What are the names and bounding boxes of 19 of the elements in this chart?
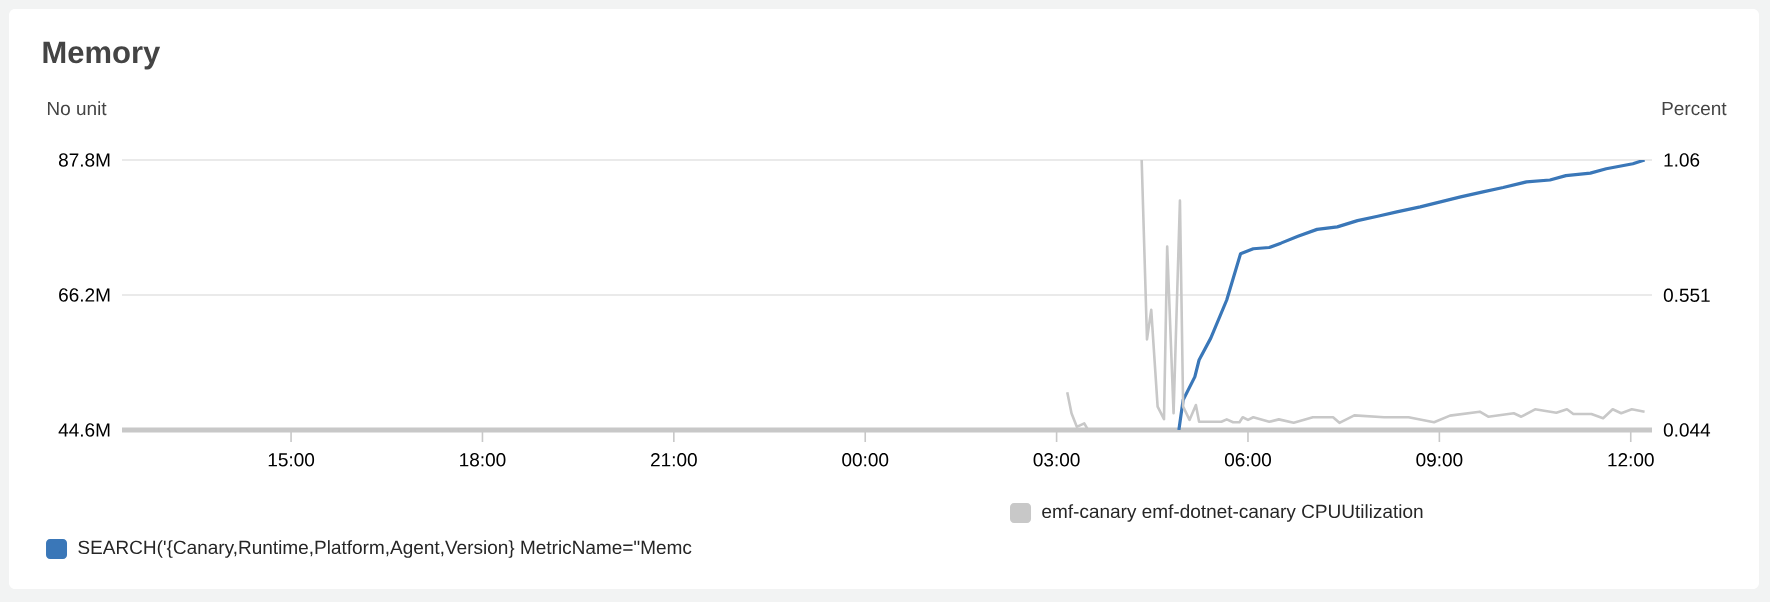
y2-tick-label: 0.044 <box>1663 423 1711 437</box>
legend-label: SEARCH('{Canary,Runtime,Platform,Agent,Version} MetricName="Memc <box>78 540 692 558</box>
x-tick-label: 06:00 <box>1224 453 1271 467</box>
x-tick-label: 00:00 <box>842 453 889 467</box>
y2-tick-label: 0.551 <box>1663 288 1710 302</box>
x-tick-label: 15:00 <box>268 453 315 467</box>
y-tick-label: 44.6M <box>58 423 110 437</box>
x-tick-label: 21:00 <box>651 453 697 467</box>
legend-label: emf-canary emf-dotnet-canary CPUUtilization <box>1042 504 1423 522</box>
chart-title: Memory <box>43 41 161 70</box>
y2-axis-title: Percent <box>1662 101 1727 116</box>
x-tick-label: 03:00 <box>1033 453 1080 467</box>
y-axis-title: No unit <box>47 101 107 116</box>
y2-tick-label: 1.06 <box>1664 153 1700 167</box>
x-tick-label: 18:00 <box>460 453 506 467</box>
y-tick-label: 66.2M <box>59 288 110 302</box>
y-tick-label: 87.8M <box>58 153 110 167</box>
x-tick-label: 09:00 <box>1416 453 1463 467</box>
x-tick-label: 12:00 <box>1608 453 1654 467</box>
